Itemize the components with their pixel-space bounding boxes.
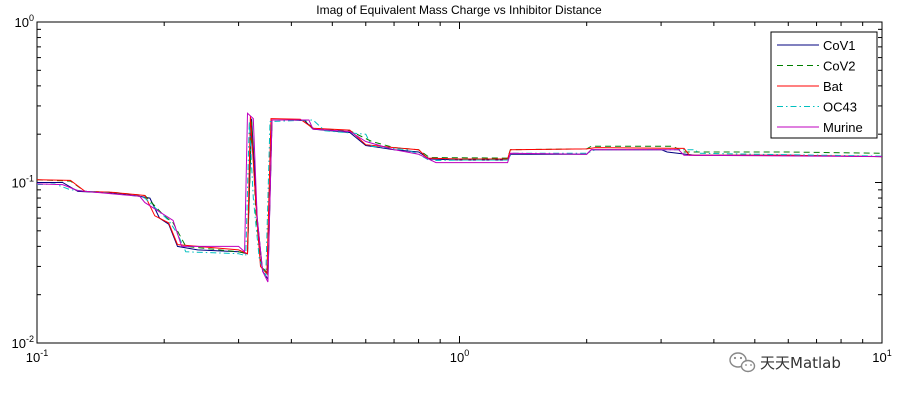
y-tick-label: 10-1 (12, 174, 34, 191)
legend-label-murine: Murine (823, 120, 863, 135)
watermark-text: 天天Matlab (760, 354, 841, 372)
wechat-icon (729, 352, 756, 373)
legend-box (770, 31, 878, 139)
plot-frame (36, 21, 883, 344)
legend-label-cov2: CoV2 (823, 59, 856, 74)
watermark: 天天Matlab (729, 352, 841, 373)
x-tick-label: 10-1 (26, 348, 48, 365)
series-line-bat (37, 115, 882, 276)
series-line-murine (37, 112, 882, 283)
legend: CoV1 CoV2 Bat OC43 Murine (770, 31, 878, 139)
x-tick-label: 101 (872, 348, 891, 365)
legend-label-oc43: OC43 (823, 100, 857, 115)
series-lines (37, 112, 882, 283)
x-tick-label: 100 (450, 348, 469, 365)
series-line-oc43 (37, 119, 882, 277)
chart-title: Imag of Equivalent Mass Charge vs Inhibi… (316, 3, 602, 17)
tick-marks (36, 22, 882, 344)
legend-label-bat: Bat (823, 79, 843, 94)
y-tick-label: 100 (15, 13, 34, 30)
y-tick-label: 10-2 (12, 334, 34, 351)
legend-label-cov1: CoV1 (823, 38, 856, 53)
